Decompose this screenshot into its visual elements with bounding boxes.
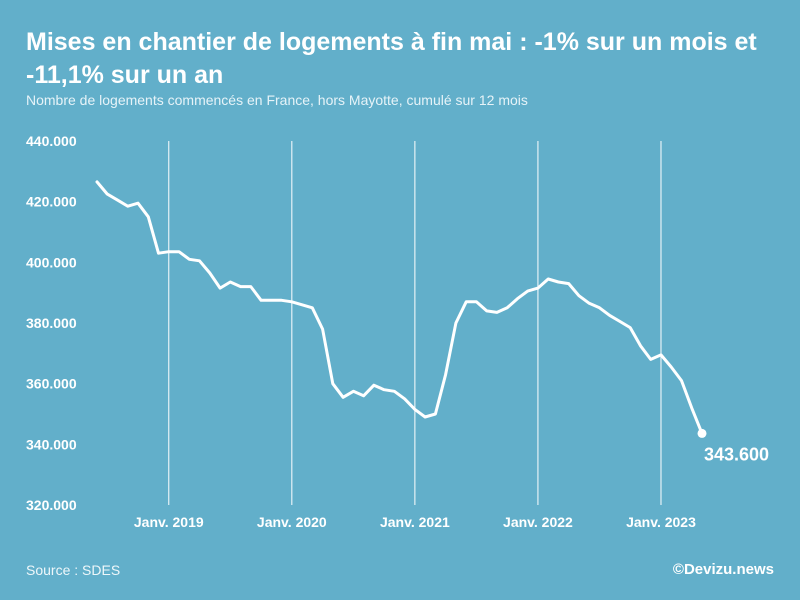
gridlines — [168, 141, 662, 505]
x-axis: Janv. 2019 Janv. 2020 Janv. 2021 Janv. 2022… — [134, 514, 696, 530]
source-note: Source : SDES — [26, 562, 121, 578]
x-tick-label: Janv. 2019 — [134, 514, 204, 530]
y-tick-label: 340.000 — [26, 436, 77, 452]
series-line — [95, 180, 704, 435]
x-tick-label: Janv. 2022 — [503, 514, 573, 530]
x-tick-label: Janv. 2021 — [380, 514, 450, 530]
y-tick-label: 320.000 — [26, 497, 77, 513]
y-tick-label: 440.000 — [26, 133, 77, 149]
chart-subtitle: Nombre de logements commencés en France,… — [26, 92, 528, 108]
end-value-label: 343.600 — [704, 444, 769, 464]
y-tick-label: 380.000 — [26, 315, 77, 331]
y-tick-label: 420.000 — [26, 194, 77, 210]
chart-title: Mises en chantier de logements à fin mai… — [26, 28, 757, 89]
x-tick-label: Janv. 2020 — [257, 514, 327, 530]
end-point-marker — [697, 428, 707, 438]
x-tick-label: Janv. 2023 — [626, 514, 696, 530]
y-tick-label: 400.000 — [26, 254, 77, 270]
y-tick-label: 360.000 — [26, 376, 77, 392]
y-axis: 440.000 420.000 400.000 380.000 360.000 340.0… — [26, 133, 77, 513]
brand-credit: ©Devizu.news — [672, 561, 774, 578]
